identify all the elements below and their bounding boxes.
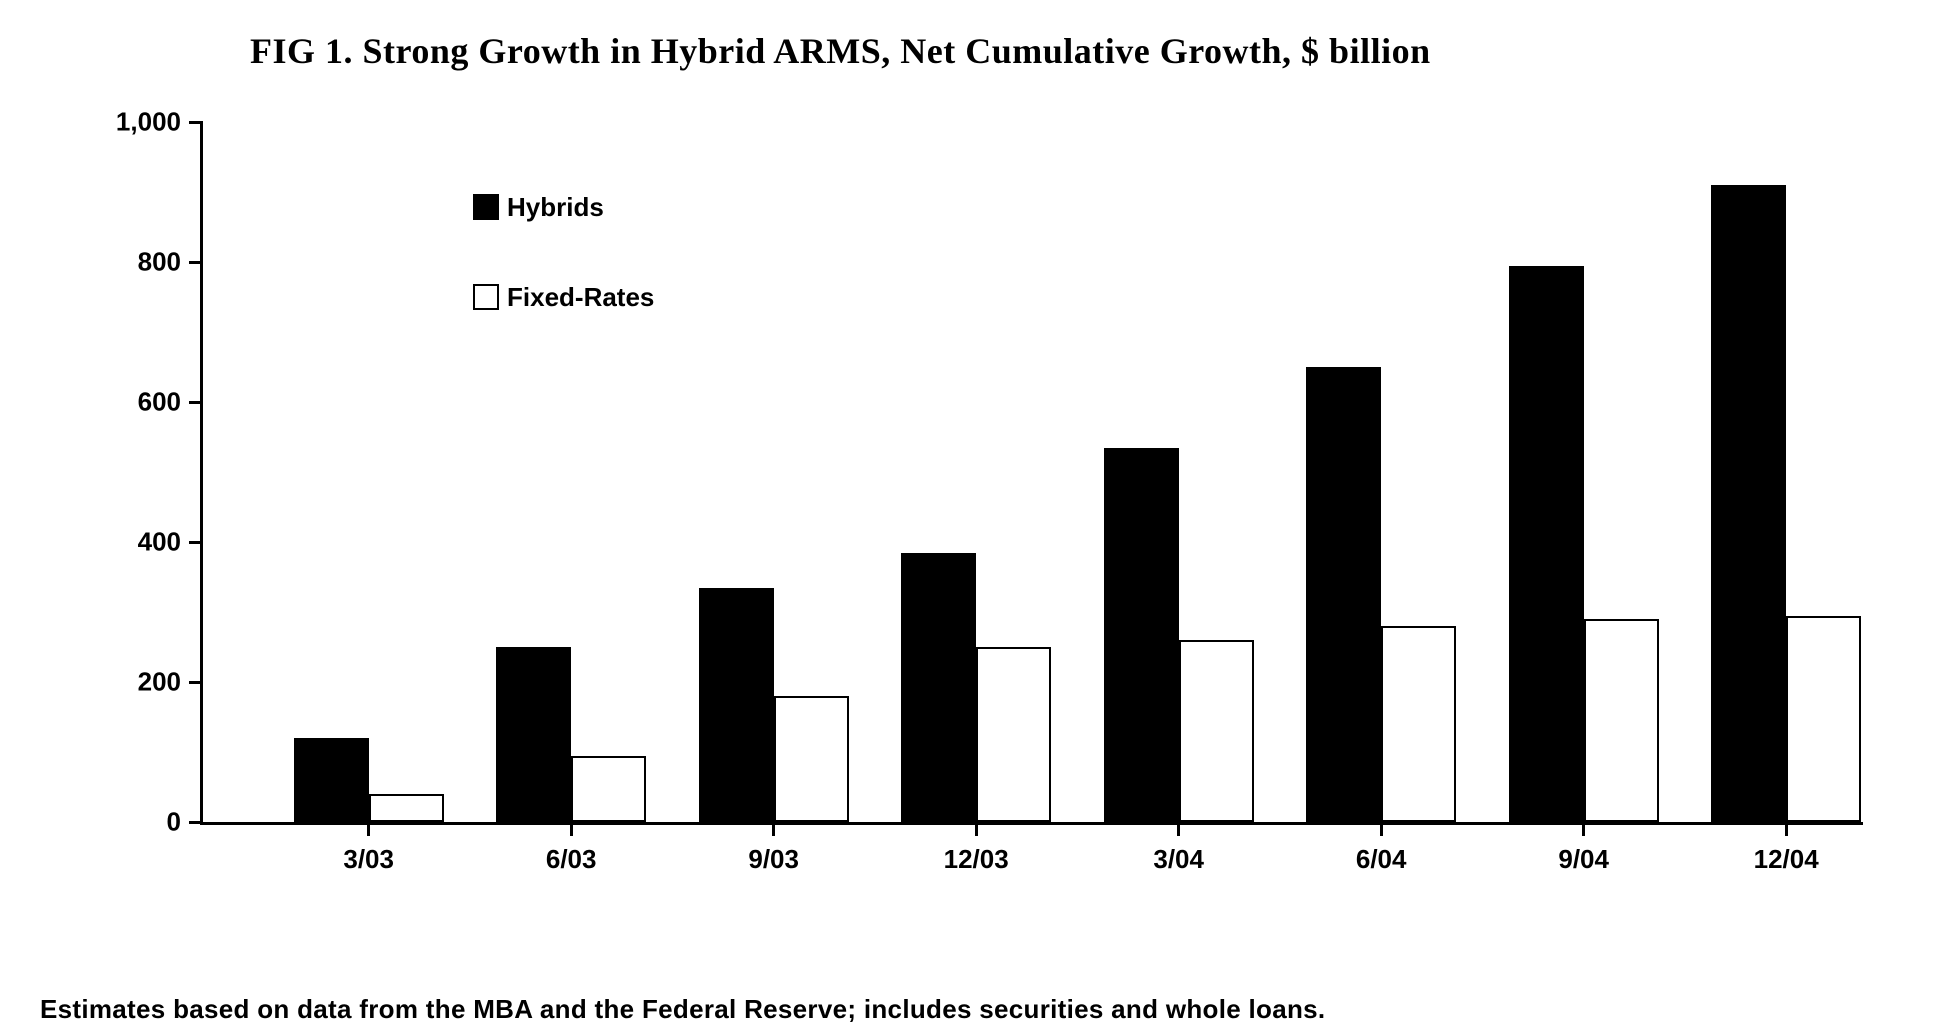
chart-title: FIG 1. Strong Growth in Hybrid ARMS, Net… — [250, 30, 1889, 72]
bar-hybrids — [1711, 185, 1786, 822]
y-axis-label: 400 — [138, 527, 181, 558]
bar-fixed-rates — [1584, 619, 1659, 822]
x-tick — [367, 822, 370, 836]
y-axis-label: 1,000 — [116, 107, 181, 138]
x-tick — [570, 822, 573, 836]
bar-hybrids — [1306, 367, 1381, 822]
y-tick — [189, 401, 203, 404]
x-axis-label: 12/04 — [1754, 844, 1819, 875]
bar-fixed-rates — [1786, 616, 1861, 823]
y-axis-label: 800 — [138, 247, 181, 278]
x-tick — [1177, 822, 1180, 836]
bar-fixed-rates — [369, 794, 444, 822]
x-axis-label: 9/04 — [1558, 844, 1609, 875]
legend-item: Fixed-Rates — [473, 282, 654, 313]
y-axis-label: 0 — [167, 807, 181, 838]
bar-fixed-rates — [774, 696, 849, 822]
legend-item: Hybrids — [473, 192, 604, 223]
x-axis-label: 6/04 — [1356, 844, 1407, 875]
x-axis-label: 3/04 — [1153, 844, 1204, 875]
y-axis-label: 200 — [138, 667, 181, 698]
legend-label: Fixed-Rates — [507, 282, 654, 312]
y-axis-label: 600 — [138, 387, 181, 418]
x-tick — [1582, 822, 1585, 836]
x-tick — [1380, 822, 1383, 836]
bar-hybrids — [1509, 266, 1584, 823]
legend-swatch-fixed-rates-icon — [473, 284, 499, 310]
y-tick — [189, 541, 203, 544]
bar-hybrids — [496, 647, 571, 822]
y-tick — [189, 821, 203, 824]
chart-container: 02004006008001,0003/036/039/0312/033/046… — [80, 112, 1880, 892]
x-axis-label: 9/03 — [748, 844, 799, 875]
x-tick — [975, 822, 978, 836]
bar-hybrids — [901, 553, 976, 823]
bar-fixed-rates — [571, 756, 646, 823]
y-tick — [189, 681, 203, 684]
bar-hybrids — [1104, 448, 1179, 823]
x-axis-label: 12/03 — [944, 844, 1009, 875]
bar-fixed-rates — [1381, 626, 1456, 822]
chart-footnote: Estimates based on data from the MBA and… — [40, 994, 1325, 1025]
y-tick — [189, 261, 203, 264]
bar-fixed-rates — [1179, 640, 1254, 822]
y-tick — [189, 121, 203, 124]
x-tick — [1785, 822, 1788, 836]
x-tick — [772, 822, 775, 836]
x-axis-label: 6/03 — [546, 844, 597, 875]
bar-fixed-rates — [976, 647, 1051, 822]
bar-hybrids — [294, 738, 369, 822]
page: FIG 1. Strong Growth in Hybrid ARMS, Net… — [0, 0, 1949, 1033]
x-axis-label: 3/03 — [343, 844, 394, 875]
plot-area: 02004006008001,0003/036/039/0312/033/046… — [200, 122, 1863, 825]
bar-hybrids — [699, 588, 774, 823]
legend-label: Hybrids — [507, 192, 604, 222]
legend-swatch-hybrids-icon — [473, 194, 499, 220]
